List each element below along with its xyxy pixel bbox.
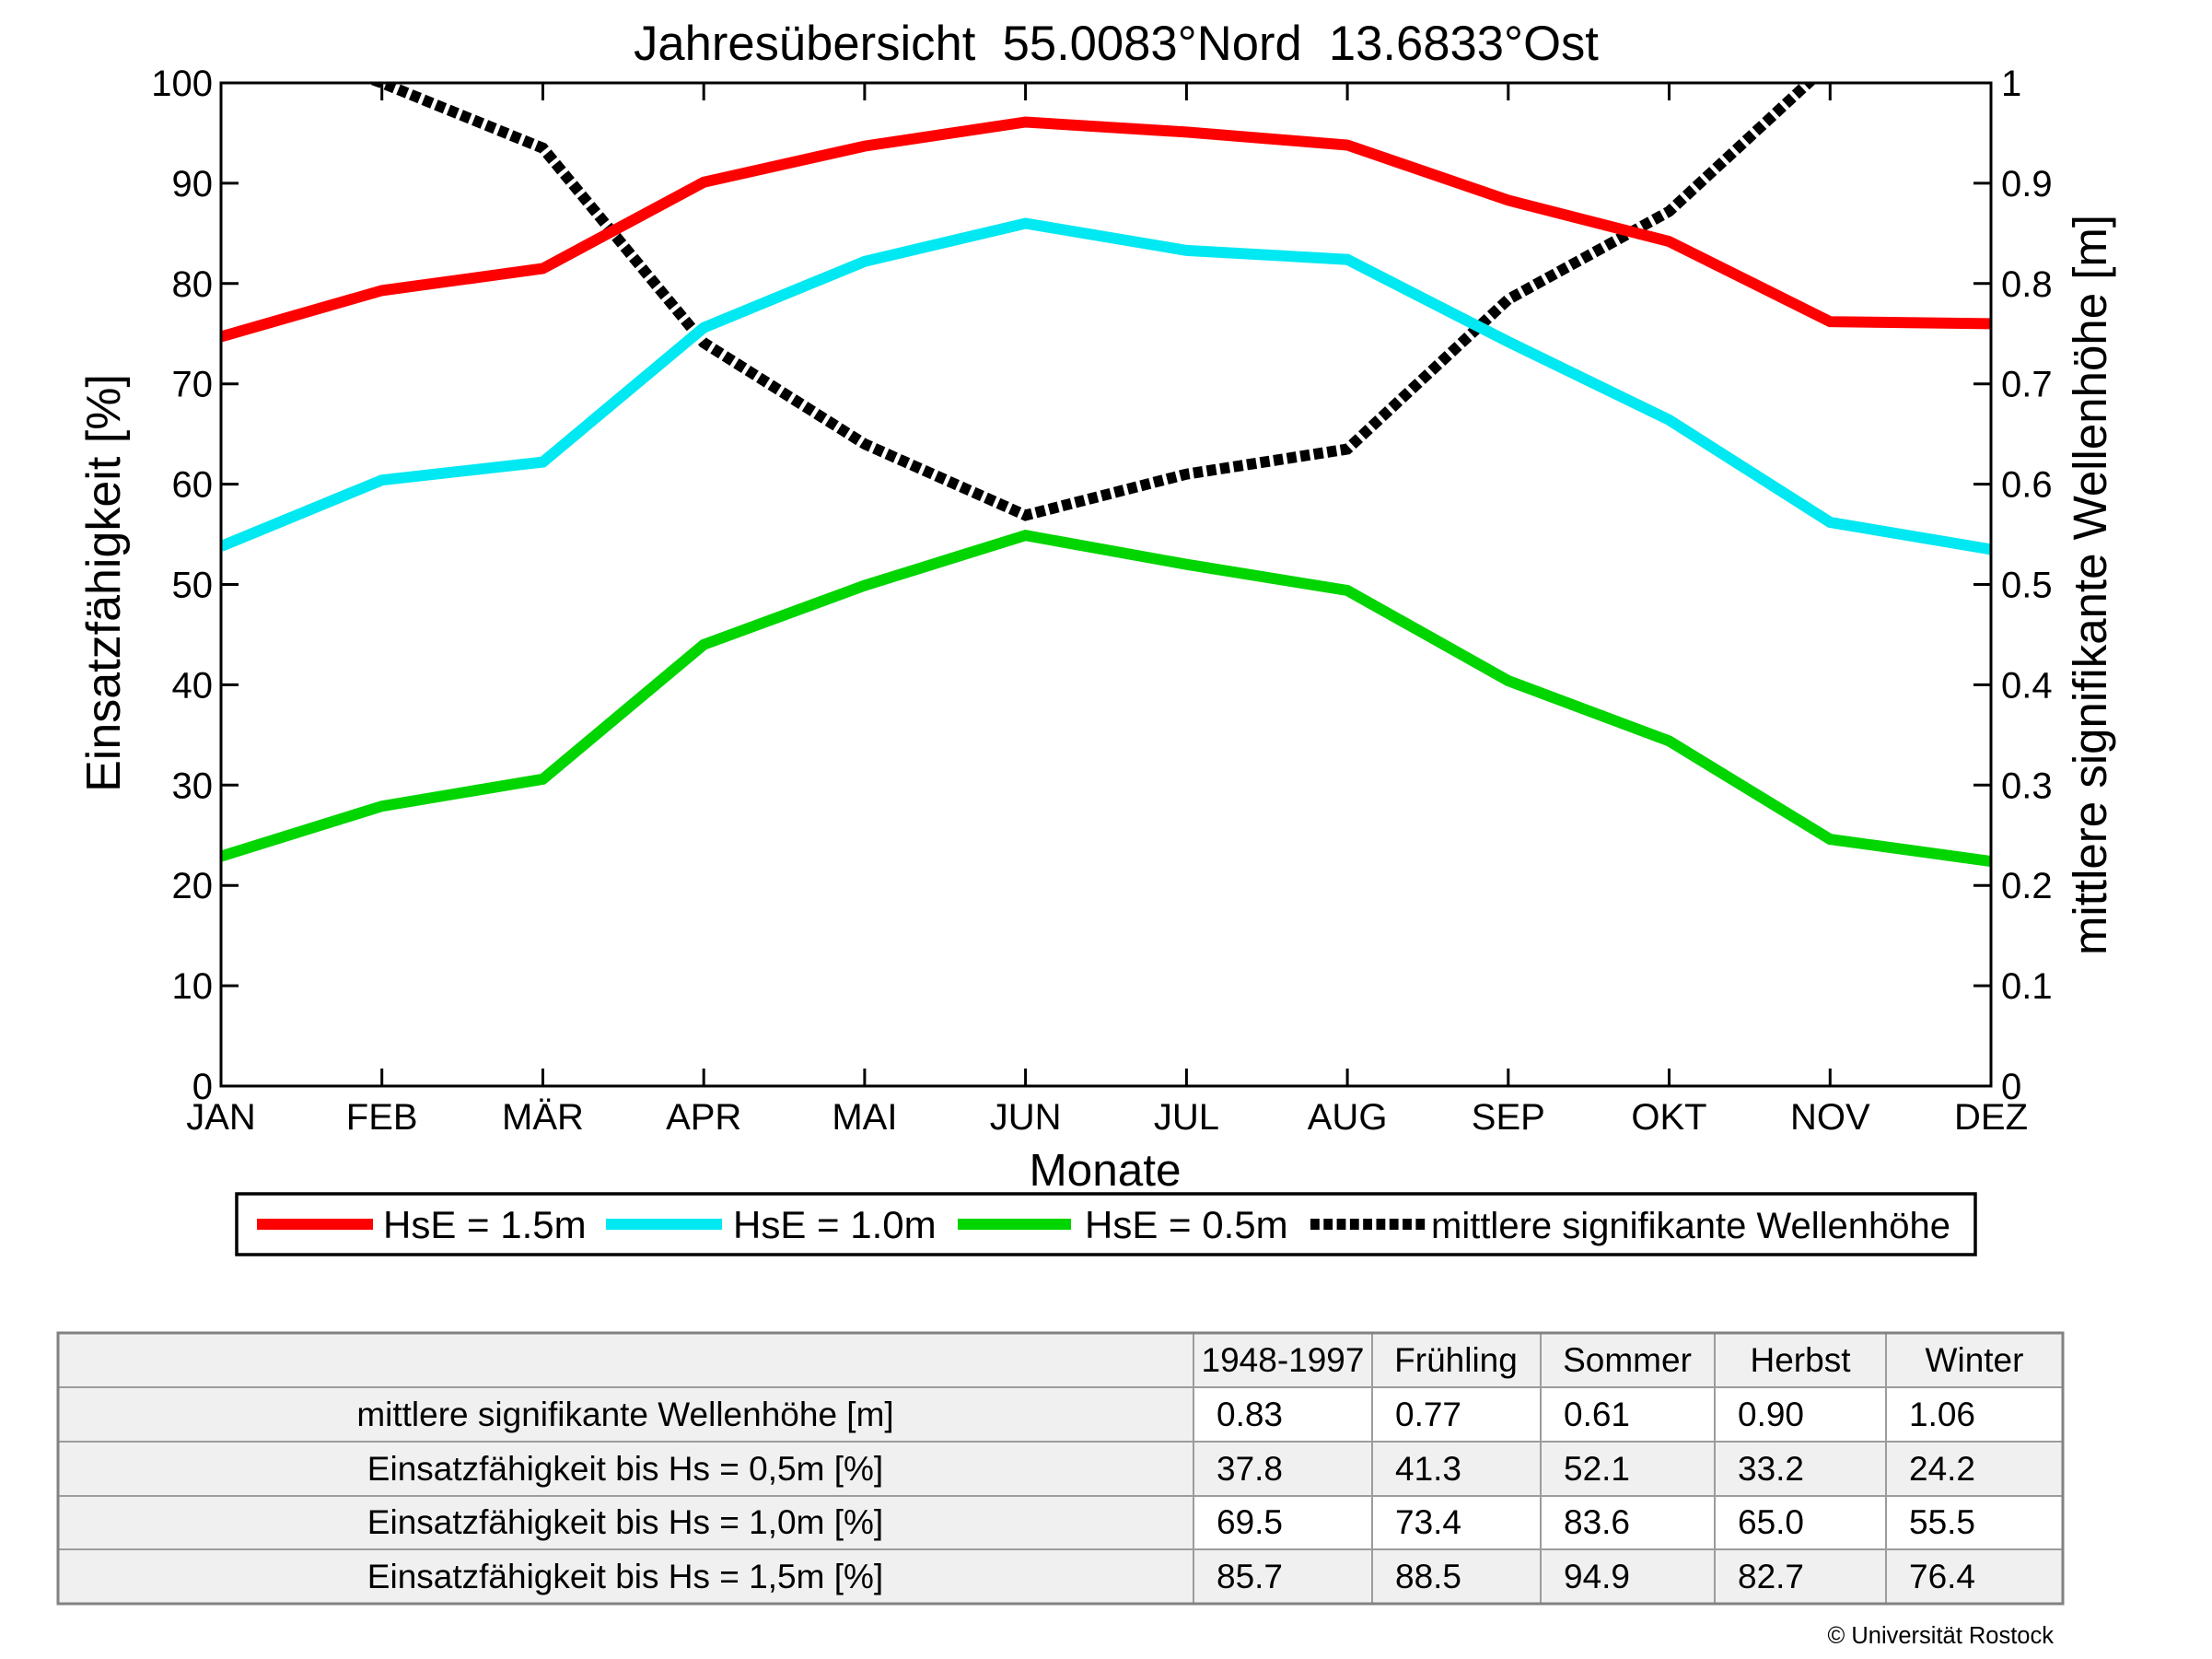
svg-text:mittlere signifikante Wellenhö: mittlere signifikante Wellenhöhe [m] [2064, 215, 2116, 955]
svg-text:Einsatzfähigkeit bis Hs = 1,5m: Einsatzfähigkeit bis Hs = 1,5m [%] [367, 1558, 883, 1595]
svg-text:DEZ: DEZ [1954, 1097, 2028, 1138]
svg-text:30: 30 [172, 765, 214, 806]
svg-text:mittlere signifikante Wellenhö: mittlere signifikante Wellenhöhe [1431, 1206, 1950, 1246]
svg-text:1.06: 1.06 [1909, 1396, 1975, 1433]
svg-text:80: 80 [172, 264, 214, 305]
svg-text:94.9: 94.9 [1564, 1558, 1630, 1595]
svg-text:83.6: 83.6 [1564, 1503, 1630, 1541]
svg-text:55.5: 55.5 [1909, 1503, 1975, 1541]
svg-text:0.5: 0.5 [2001, 566, 2053, 606]
svg-text:70: 70 [172, 365, 214, 405]
svg-text:© Universität Rostock: © Universität Rostock [1827, 1623, 2054, 1649]
svg-text:NOV: NOV [1790, 1097, 1870, 1138]
svg-text:100: 100 [151, 64, 213, 104]
svg-text:JUL: JUL [1154, 1097, 1219, 1138]
svg-text:0.8: 0.8 [2001, 264, 2053, 305]
svg-text:Herbst: Herbst [1751, 1341, 1852, 1379]
svg-text:0.4: 0.4 [2001, 665, 2053, 706]
svg-text:52.1: 52.1 [1564, 1450, 1630, 1488]
svg-text:JUN: JUN [990, 1097, 1062, 1138]
svg-text:40: 40 [172, 665, 214, 706]
svg-text:76.4: 76.4 [1909, 1558, 1975, 1595]
svg-text:82.7: 82.7 [1738, 1558, 1804, 1595]
svg-text:Sommer: Sommer [1563, 1341, 1692, 1379]
svg-text:0.90: 0.90 [1738, 1396, 1804, 1433]
svg-text:0.6: 0.6 [2001, 465, 2053, 506]
svg-text:HsE = 1.5m: HsE = 1.5m [383, 1203, 587, 1246]
svg-text:MÄR: MÄR [502, 1097, 584, 1138]
svg-text:AUG: AUG [1308, 1097, 1388, 1138]
svg-text:0.61: 0.61 [1564, 1396, 1630, 1433]
svg-text:MAI: MAI [832, 1097, 897, 1138]
svg-text:10: 10 [172, 966, 214, 1007]
svg-text:20: 20 [172, 866, 214, 906]
svg-text:0.2: 0.2 [2001, 866, 2053, 906]
svg-text:60: 60 [172, 465, 214, 506]
svg-text:41.3: 41.3 [1395, 1450, 1461, 1488]
svg-text:JAN: JAN [186, 1097, 256, 1138]
svg-text:Einsatzfähigkeit bis Hs = 0,5m: Einsatzfähigkeit bis Hs = 0,5m [%] [367, 1450, 883, 1488]
svg-text:24.2: 24.2 [1909, 1450, 1975, 1488]
svg-text:0.7: 0.7 [2001, 365, 2053, 405]
svg-text:HsE = 1.0m: HsE = 1.0m [733, 1203, 937, 1246]
svg-text:Einsatzfähigkeit bis Hs = 1,0m: Einsatzfähigkeit bis Hs = 1,0m [%] [367, 1503, 883, 1541]
svg-text:Jahresübersicht 55.0083°Nord: Jahresübersicht 55.0083°Nord 13.6833°Ost [634, 17, 1599, 71]
svg-text:0.77: 0.77 [1395, 1396, 1461, 1433]
svg-text:0.9: 0.9 [2001, 164, 2053, 204]
svg-text:0: 0 [2001, 1067, 2021, 1107]
svg-text:90: 90 [172, 164, 214, 204]
svg-text:50: 50 [172, 566, 214, 606]
svg-text:Winter: Winter [1926, 1341, 2024, 1379]
svg-text:33.2: 33.2 [1738, 1450, 1804, 1488]
svg-text:APR: APR [666, 1097, 741, 1138]
svg-text:65.0: 65.0 [1738, 1503, 1804, 1541]
svg-text:73.4: 73.4 [1395, 1503, 1461, 1541]
svg-text:37.8: 37.8 [1217, 1450, 1283, 1488]
svg-text:Einsatzfähigkeit [%]: Einsatzfähigkeit [%] [77, 374, 131, 792]
svg-text:0: 0 [192, 1067, 213, 1107]
svg-text:Frühling: Frühling [1394, 1341, 1518, 1379]
svg-text:OKT: OKT [1631, 1097, 1706, 1138]
svg-text:0.3: 0.3 [2001, 765, 2053, 806]
svg-text:88.5: 88.5 [1395, 1558, 1461, 1595]
svg-text:69.5: 69.5 [1217, 1503, 1283, 1541]
svg-text:1: 1 [2001, 64, 2021, 104]
svg-text:0.83: 0.83 [1217, 1396, 1283, 1433]
svg-text:FEB: FEB [346, 1097, 418, 1138]
svg-text:SEP: SEP [1472, 1097, 1545, 1138]
svg-text:Monate: Monate [1029, 1145, 1181, 1196]
svg-text:1948-1997: 1948-1997 [1202, 1341, 1365, 1379]
svg-text:HsE = 0.5m: HsE = 0.5m [1085, 1203, 1288, 1246]
svg-text:85.7: 85.7 [1217, 1558, 1283, 1595]
svg-text:0.1: 0.1 [2001, 966, 2053, 1007]
svg-text:mittlere signifikante Wellenhö: mittlere signifikante Wellenhöhe [m] [356, 1396, 893, 1433]
